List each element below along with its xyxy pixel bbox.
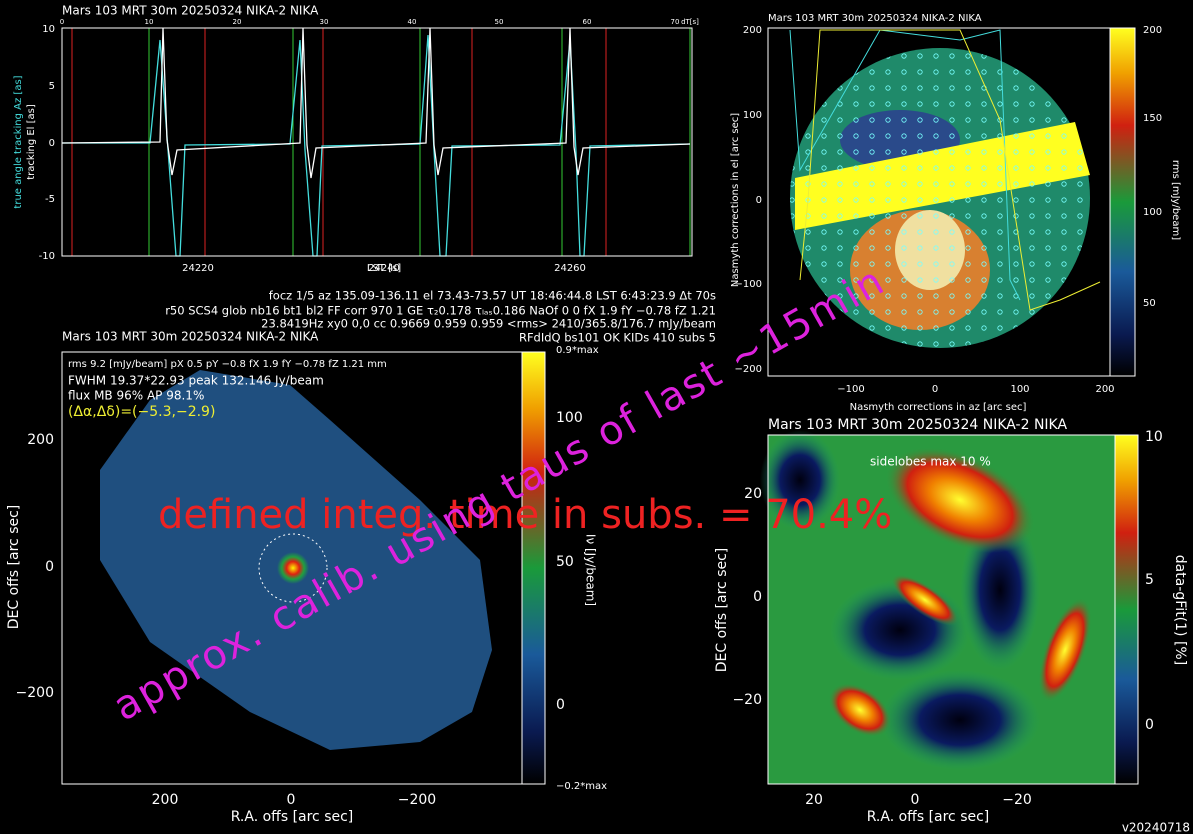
cbar-tick: 150 <box>1143 113 1162 124</box>
cbar-label: Iν [Jy/beam] <box>584 534 598 606</box>
note: sidelobes max 10 % <box>870 455 991 469</box>
x-tick-label: 0 <box>287 792 296 808</box>
y-tick-label: 100 <box>743 110 762 121</box>
x-label: Nasmyth corrections in az [arc sec] <box>850 402 1027 413</box>
y-tick-label: −100 <box>735 279 762 290</box>
cbar-tick: 100 <box>556 410 583 426</box>
note: rms 9.2 [mJy/beam] pX 0.5 pY −0.8 fX 1.9… <box>68 359 387 370</box>
y-label: Nasmyth corrections in el [arc sec] <box>730 113 741 287</box>
top-tick: 20 <box>233 18 242 26</box>
cbar-bottom: −0.2*max <box>556 781 607 792</box>
x-tick-label: 0 <box>932 384 938 395</box>
title: Mars 103 MRT 30m 20250324 NIKA-2 NIKA <box>768 13 982 24</box>
x-tick-label: 24240 <box>368 263 400 274</box>
cbar-label: data-gFit(1) [%] <box>1172 555 1188 665</box>
version: v20240718 <box>1122 821 1190 834</box>
y-tick-label: 10 <box>42 24 55 35</box>
y-tick-label: −200 <box>735 364 762 375</box>
y-tick-label: 0 <box>756 195 762 206</box>
note: flux MB 96% AP 98.1% <box>68 389 204 403</box>
cbar-tick: 50 <box>556 554 574 570</box>
cbar-tick: 5 <box>1145 572 1154 588</box>
top-tick: 30 <box>320 18 329 26</box>
cbar-tick: 10 <box>1145 429 1163 445</box>
y-tick-label: -10 <box>39 251 55 262</box>
x-label: R.A. offs [arc sec] <box>867 809 990 825</box>
title: Mars 103 MRT 30m 20250324 NIKA-2 NIKA <box>62 4 319 18</box>
offset: (Δα,Δδ)=(−5.3,−2.9) <box>68 404 215 420</box>
x-tick-label: 200 <box>1095 384 1114 395</box>
x-tick-label: 0 <box>911 792 920 808</box>
cbar-tick: 50 <box>1143 298 1156 309</box>
integ-overlay: defined integ. time in subs. = 70.4% <box>158 492 892 538</box>
y-label: DEC offs [arc sec] <box>714 548 730 673</box>
top-tick: dT[s] <box>681 18 699 26</box>
info-line: 23.8419Hz xy0 0,0 cc 0.9669 0.959 0.959 … <box>261 317 716 331</box>
cbar-tick: 100 <box>1143 207 1162 218</box>
x-tick-label: −200 <box>398 792 436 808</box>
info-text: focz 1/5 az 135.09-136.11 el 73.43-73.57… <box>165 289 716 345</box>
cbar-tick: 0 <box>1145 717 1154 733</box>
cbar-tick: 0 <box>556 697 565 713</box>
x-tick-label: 20 <box>805 792 823 808</box>
cbar-label: rms [mJy/beam] <box>1170 160 1181 240</box>
y-tick-label: 0 <box>753 589 762 605</box>
top-tick: 0 <box>60 18 64 26</box>
nasmyth-panel: Mars 103 MRT 30m 20250324 NIKA-2 NIKA Na… <box>730 13 1181 413</box>
y-label: DEC offs [arc sec] <box>6 505 22 630</box>
x-tick-label: 24260 <box>554 263 586 274</box>
x-tick-label: 24220 <box>182 263 214 274</box>
info-line: RFdIdQ bs101 OK KIDs 410 subs 5 <box>519 331 716 345</box>
x-tick-label: 100 <box>1010 384 1029 395</box>
y-tick-label: 0 <box>49 138 55 149</box>
title: Mars 103 MRT 30m 20250324 NIKA-2 NIKA <box>62 330 319 344</box>
y-tick-label: −200 <box>16 685 54 701</box>
cbar-top: 0.9*max <box>556 345 599 356</box>
y-label: tracking El [as] <box>26 104 37 180</box>
top-tick: 10 <box>145 18 154 26</box>
x-tick-label: −20 <box>1002 792 1032 808</box>
y-tick-label: -5 <box>45 194 55 205</box>
note: FWHM 19.37*22.93 peak 132.146 Jy/beam <box>68 374 324 388</box>
residual-panel: Mars 103 MRT 30m 20250324 NIKA-2 NIKA si… <box>714 417 1188 825</box>
x-label: R.A. offs [arc sec] <box>231 809 354 825</box>
y-tick-label: 200 <box>743 25 762 36</box>
x-tick-label: −100 <box>837 384 864 395</box>
y-tick-label: 200 <box>27 432 54 448</box>
info-line: r50 SCS4 glob nb16 bt1 bl2 FF corr 970 1… <box>165 304 716 318</box>
top-tick: 60 <box>583 18 592 26</box>
cbar-tick: 200 <box>1143 25 1162 36</box>
top-tick: 50 <box>495 18 504 26</box>
y-label: true angle tracking Az [as] <box>13 75 24 208</box>
x-label: LST [s] <box>367 263 401 274</box>
y-tick-label: −20 <box>732 692 762 708</box>
y-tick-label: 0 <box>45 559 54 575</box>
info-line: focz 1/5 az 135.09-136.11 el 73.43-73.57… <box>269 289 716 303</box>
top-tick: 70 <box>671 18 680 26</box>
x-tick-label: 200 <box>152 792 179 808</box>
y-tick-label: 5 <box>49 81 55 92</box>
title: Mars 103 MRT 30m 20250324 NIKA-2 NIKA <box>768 417 1067 433</box>
top-tick: 40 <box>408 18 417 26</box>
map-panel: Mars 103 MRT 30m 20250324 NIKA-2 NIKA rm… <box>6 330 607 826</box>
y-tick-label: 20 <box>744 486 762 502</box>
